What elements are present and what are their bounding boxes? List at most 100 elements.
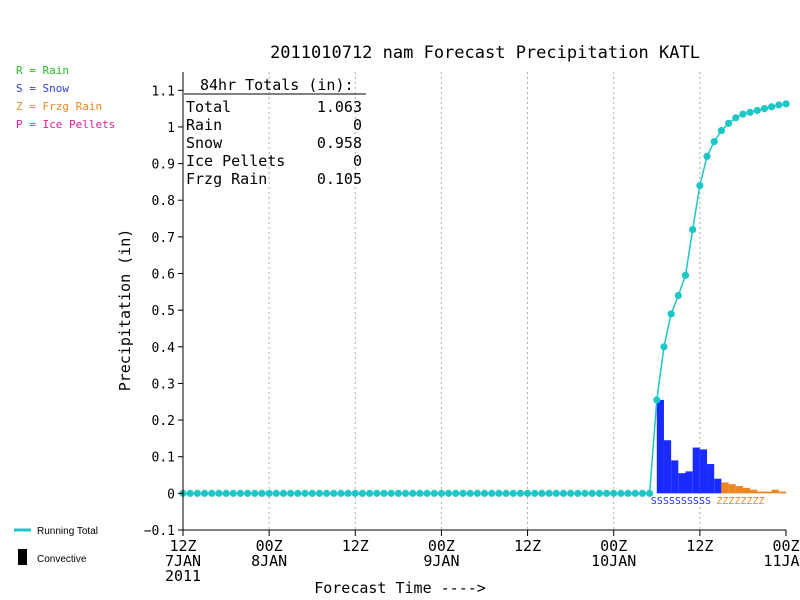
legend-convective: Convective <box>37 554 87 565</box>
totals-header: 84hr Totals (in): <box>200 76 354 94</box>
y-ticks: −0.1 0 0.1 0.2 0.3 0.4 0.5 0.6 0.7 0.8 0.9 1 1.1 <box>144 84 183 539</box>
legend-snow: S = Snow <box>16 82 69 95</box>
running-total-point <box>193 489 201 497</box>
precip-bar <box>750 489 758 494</box>
running-total-point <box>531 489 539 497</box>
totals-label-frzg-rain: Frzg Rain <box>186 170 267 188</box>
running-total-point <box>717 127 725 135</box>
precip-bar <box>757 491 765 494</box>
precip-bar <box>663 440 672 494</box>
running-total-point <box>430 489 438 497</box>
x-tick-label: 9JAN <box>423 552 459 570</box>
x-tick-label: 10JAN <box>591 552 636 570</box>
running-total-point <box>559 489 568 497</box>
precip-bar <box>692 447 700 494</box>
running-total-point <box>251 489 259 497</box>
totals-value-ice-pellets: 0 <box>353 152 362 170</box>
running-total-point <box>495 489 503 497</box>
totals-label-ice-pellets: Ice Pellets <box>186 152 285 170</box>
running-total-point <box>595 489 603 497</box>
x-tick-label: 00Z <box>428 537 455 555</box>
running-total-point <box>681 271 690 279</box>
totals-value-frzg-rain: 0.105 <box>317 170 362 188</box>
totals-value-snow: 0.958 <box>317 134 362 152</box>
precip-bar <box>742 487 751 494</box>
running-total-point <box>760 105 769 113</box>
running-total-point <box>674 291 682 300</box>
running-total-point <box>315 489 323 497</box>
running-total-point <box>358 489 367 497</box>
running-total-point <box>301 489 309 497</box>
y-tick-label: 0.7 <box>152 231 175 246</box>
x-tick-label: 7JAN <box>165 552 201 570</box>
precip-bar <box>771 489 779 494</box>
running-total-point <box>258 489 266 497</box>
running-total-point <box>775 101 783 109</box>
running-total-point <box>244 489 252 497</box>
running-total-point <box>423 489 431 497</box>
running-total-point <box>272 489 280 497</box>
running-total-point <box>287 489 295 497</box>
running-total-point <box>581 489 589 497</box>
y-tick-label: 0.1 <box>152 451 175 466</box>
precip-bar <box>735 486 743 494</box>
y-tick-label: 0.5 <box>152 304 175 319</box>
running-total-point <box>229 489 237 497</box>
axes <box>182 72 786 531</box>
running-total-point <box>689 225 697 234</box>
running-total-point <box>624 489 632 497</box>
totals-label-total: Total <box>186 98 231 116</box>
y-axis-label: Precipitation (in) <box>116 229 134 392</box>
running-total-point <box>279 489 288 497</box>
running-total-point <box>523 489 532 497</box>
precip-bar <box>764 491 772 494</box>
y-tick-label: 0.6 <box>152 268 175 283</box>
running-total-point <box>631 489 639 497</box>
running-total-point <box>667 310 675 318</box>
running-total-point <box>437 489 446 497</box>
series-legend: Running Total Convective <box>14 526 98 565</box>
running-total-point <box>416 489 424 497</box>
running-total-point <box>602 489 611 497</box>
running-total-point <box>753 106 761 115</box>
x-tick-label: 00Z <box>600 537 627 555</box>
legend-frzg-rain: Z = Frzg Rain <box>16 100 103 113</box>
precip-bar <box>707 464 715 494</box>
running-total-point <box>502 489 510 497</box>
x-tick-label: 11JAN <box>763 552 800 570</box>
legend-rain: R = Rain <box>16 64 69 77</box>
running-total-point <box>294 489 302 497</box>
precip-bar <box>685 471 693 494</box>
x-tick-label: 12Z <box>169 537 196 555</box>
running-total-point <box>445 489 453 497</box>
precip-bar <box>699 449 708 494</box>
running-total-point <box>588 489 596 497</box>
running-total-point <box>308 489 316 497</box>
running-total-point <box>344 489 352 497</box>
running-total-point <box>538 489 546 497</box>
running-total-point <box>509 489 517 497</box>
precip-bar <box>714 478 722 494</box>
y-tick-label: −0.1 <box>144 524 175 539</box>
running-total-point <box>710 138 718 146</box>
legend-running-total: Running Total <box>37 526 98 537</box>
running-total-point <box>480 489 489 497</box>
running-total-point <box>746 108 754 116</box>
totals-label-snow: Snow <box>186 134 223 152</box>
y-tick-label: 0.9 <box>152 158 175 173</box>
x-tick-label: 12Z <box>686 537 713 555</box>
running-total-line <box>179 100 790 497</box>
running-total-point <box>337 489 345 497</box>
running-total-point <box>488 489 496 497</box>
precip-bar <box>678 473 686 494</box>
ptype-strip: SSSSSSSSSS ZZZZZZZZ <box>651 496 765 507</box>
precip-bar <box>671 460 679 494</box>
running-total-point <box>703 152 711 160</box>
running-total-point <box>215 489 223 497</box>
running-total-point <box>466 489 474 497</box>
running-total-point <box>724 119 733 127</box>
running-total-point <box>387 489 395 497</box>
running-total-point <box>768 103 776 111</box>
running-total-point <box>552 489 560 497</box>
